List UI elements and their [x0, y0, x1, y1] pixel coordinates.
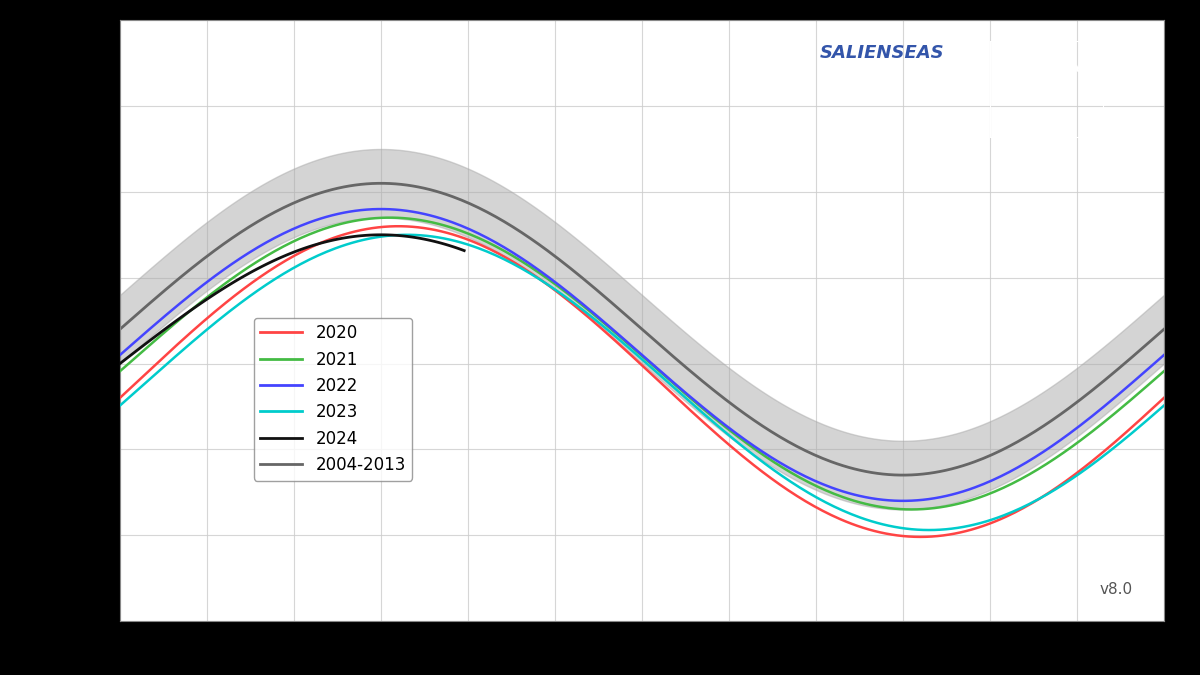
Text: DMI: DMI	[1033, 110, 1061, 124]
Y-axis label: Volume, [1000 km³]: Volume, [1000 km³]	[67, 238, 85, 404]
Text: v8.0: v8.0	[1099, 582, 1133, 597]
Legend: 2020, 2021, 2022, 2023, 2024, 2004-2013: 2020, 2021, 2022, 2023, 2024, 2004-2013	[253, 317, 413, 481]
Text: SALIENSEAS: SALIENSEAS	[820, 45, 944, 62]
